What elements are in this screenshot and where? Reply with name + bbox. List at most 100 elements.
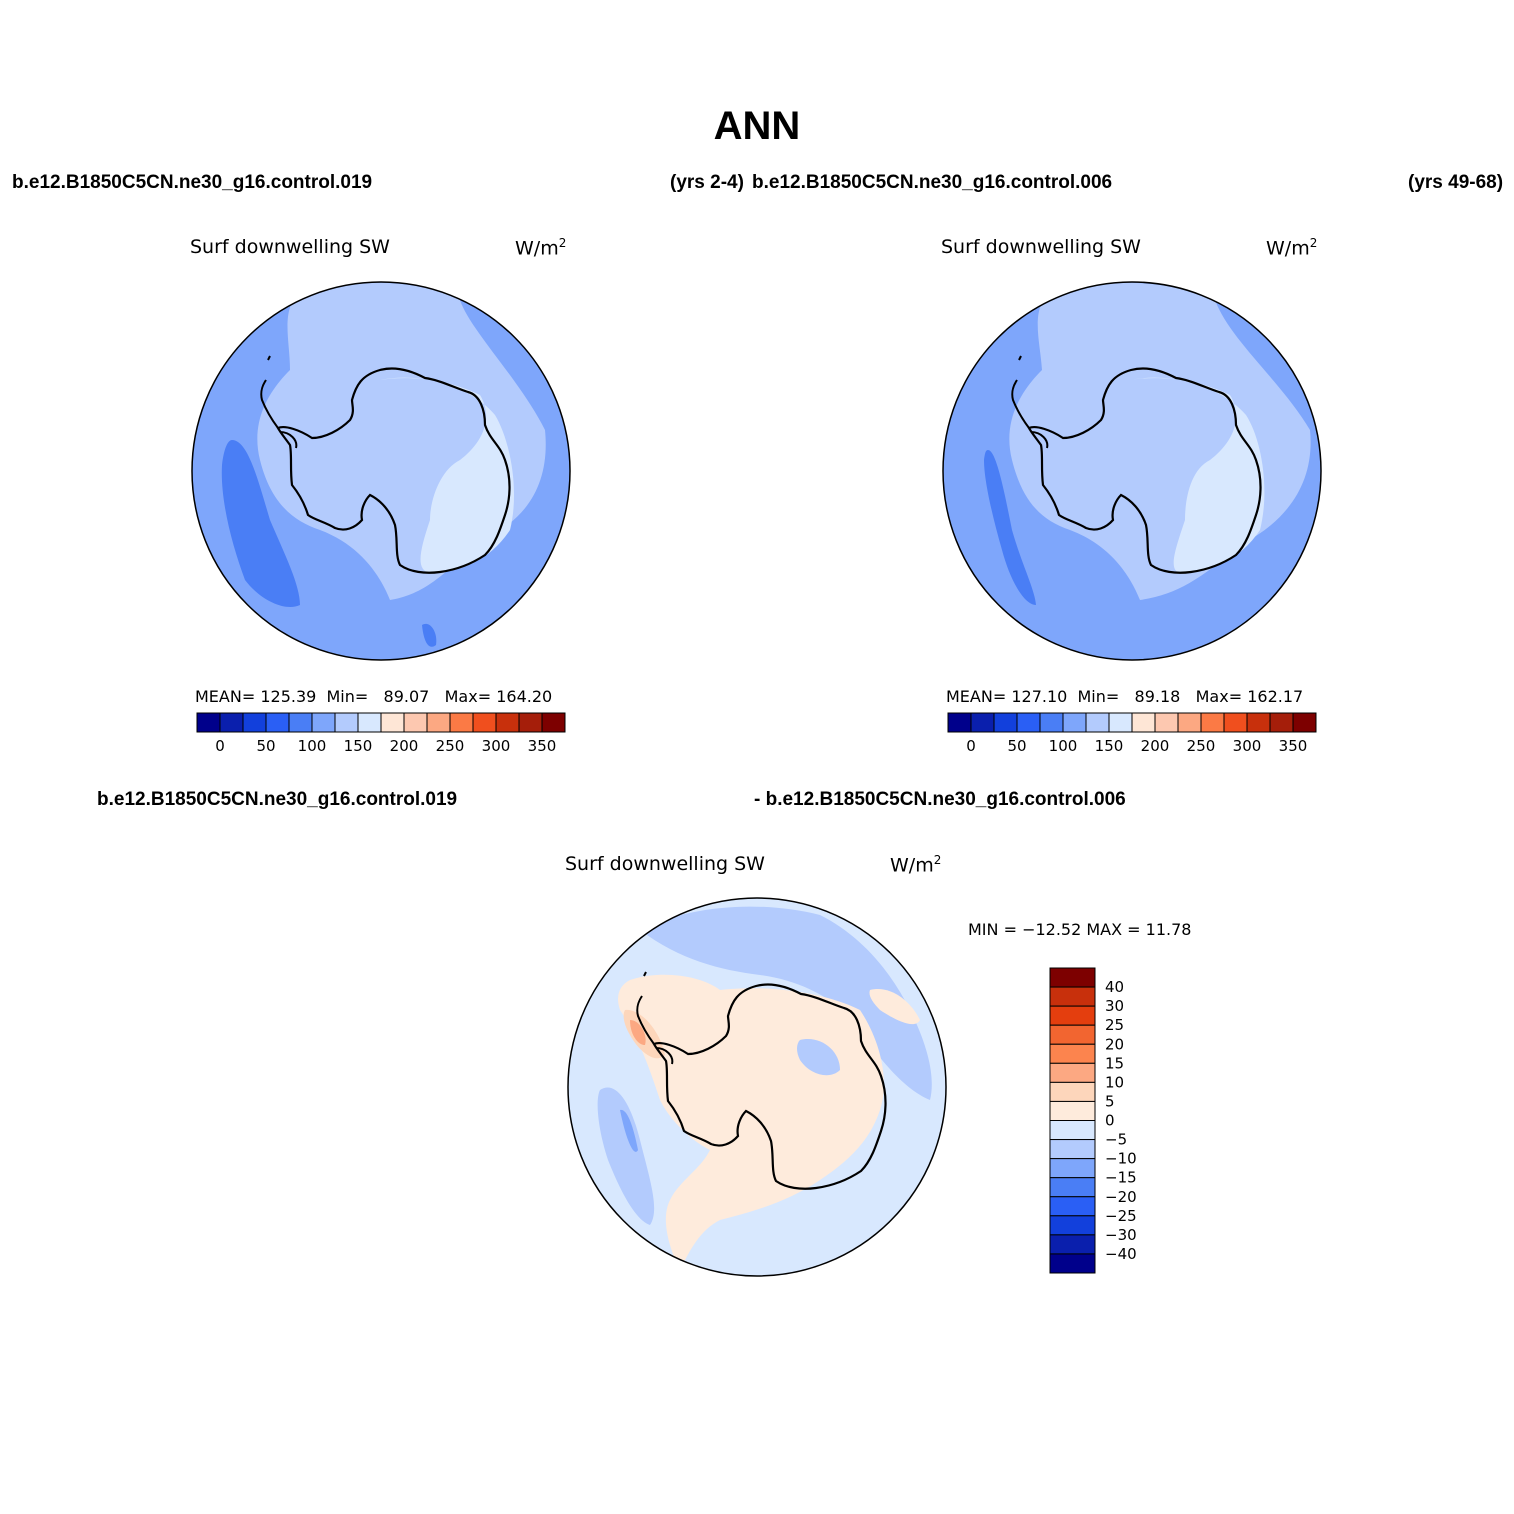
tr-map-border [942,281,1322,661]
tl-colorbar-box [311,712,336,733]
tl-plateau [380,377,515,573]
tl-colorbar-box [380,712,405,733]
diff-map [568,898,946,1276]
tr-colorbar-label: 0 [966,737,976,755]
diff-colorbar-label: 25 [1105,1016,1124,1034]
tr-peninsula [1011,355,1049,449]
tl-map-border [191,281,571,661]
diff-units: W/m2 [890,853,942,877]
tr-colorbar-box [1108,712,1133,733]
diff-colorbar-label: 10 [1105,1073,1124,1091]
tr-colorbar-label: 300 [1233,737,1262,755]
tl-colorbar-box [449,712,474,733]
tr-ocean-low-patch [984,450,1036,605]
diff-colorbar-box [1049,1081,1096,1102]
tl-map [192,282,570,660]
tl-colorbar-box [242,712,267,733]
tr-colorbar-box [1269,712,1294,733]
diff-colorbar-box [1049,1062,1096,1083]
tr-colorbar-box [970,712,995,733]
diff-colorbar-box [1049,1120,1096,1141]
diff-colorbar-box [1049,1215,1096,1236]
tl-colorbar-box [288,712,313,733]
tl-colorbar-box [403,712,428,733]
diff-colorbar-label: −30 [1105,1226,1137,1244]
diff-neg-band-west [597,1087,655,1225]
diff-colorbar-box [1049,1100,1096,1121]
tl-colorbar-box [472,712,497,733]
tr-map [943,282,1321,660]
diff-colorbar-box [1049,1196,1096,1217]
tl-colorbar-box [219,712,244,733]
tl-colorbar: 0 50 100 150 200 250 300 350 [196,712,566,755]
diff-pos3-spot [630,1020,646,1045]
tl-colorbar-box [541,712,566,733]
tr-colorbar-box [993,712,1018,733]
tl-peninsula [260,355,298,449]
tl-colorbar-label: 300 [482,737,511,755]
tl-colorbar-box [495,712,520,733]
tl-units: W/m2 [515,236,567,260]
tr-colorbar-box [1177,712,1202,733]
case1-label: b.e12.B1850C5CN.ne30_g16.control.019 [12,172,373,193]
tr-colorbar-box [1062,712,1087,733]
diff-neg-band-north [640,906,932,1100]
tl-colorbar-box [357,712,382,733]
tl-field-name: Surf downwelling SW [190,236,390,258]
tl-colorbar-label: 250 [436,737,465,755]
diff-colorbar-box [1049,1005,1096,1026]
tr-colorbar-label: 150 [1095,737,1124,755]
diff-colorbar-box [1049,1158,1096,1179]
diff-colorbar-label: −15 [1105,1169,1137,1187]
tr-colorbar: 0 50 100 150 200 250 300 350 [947,712,1317,755]
tr-colorbar-label: 100 [1049,737,1078,755]
diff-case2-label: - b.e12.B1850C5CN.ne30_g16.control.006 [754,789,1126,810]
diff-colorbar-box [1049,1043,1096,1064]
tr-colorbar-box [1154,712,1179,733]
tr-colorbar-box [1223,712,1248,733]
diff-pos-east-patch [869,989,920,1025]
diff-colorbar-label: 20 [1105,1035,1124,1053]
diff-colorbar-box [1049,986,1096,1007]
diff-colorbar-label: −5 [1105,1131,1127,1149]
diff-colorbar-label: −40 [1105,1245,1137,1263]
tl-colorbar-box [518,712,543,733]
tl-ocean-low-patch2 [422,623,437,647]
diff-colorbar-box [1049,1253,1096,1274]
diff-colorbar-label: 40 [1105,978,1124,996]
diff-map-border [567,897,947,1277]
diff-colorbar-box [1049,1234,1096,1255]
tr-colorbar-box [1016,712,1041,733]
diff-neg2-spot [620,1109,638,1152]
tr-colorbar-box [1246,712,1271,733]
tl-colorbar-box [334,712,359,733]
tl-colorbar-box [426,712,451,733]
tr-units: W/m2 [1266,236,1318,260]
tr-field-name: Surf downwelling SW [941,236,1141,258]
tl-colorbar-label: 50 [256,737,275,755]
tl-colorbar-box [196,712,221,733]
tl-colorbar-label: 150 [344,737,373,755]
diff-field-name: Surf downwelling SW [565,853,765,875]
diff-colorbar-label: 5 [1105,1092,1115,1110]
tl-ocean-low-patch [221,440,300,608]
tr-colorbar-label: 350 [1279,737,1308,755]
diff-neg-inner [797,1039,840,1076]
tr-colorbar-box [1085,712,1110,733]
tr-colorbar-box [1292,712,1317,733]
main-title: ANN [713,104,801,148]
diff-colorbar-box [1049,1177,1096,1198]
tl-colorbar-box [265,712,290,733]
diff-colorbar-label: −25 [1105,1207,1137,1225]
tr-colorbar-box [1039,712,1064,733]
diff-colorbar-box [1049,1139,1096,1160]
tr-colorbar-label: 250 [1187,737,1216,755]
tr-plateau-spot [1071,401,1081,416]
diff-colorbar-label: −20 [1105,1188,1137,1206]
tr-stats: MEAN= 127.10 Min= 89.18 Max= 162.17 [946,687,1304,706]
tl-colorbar-label: 0 [215,737,225,755]
tl-stats: MEAN= 125.39 Min= 89.07 Max= 164.20 [195,687,553,706]
diff-colorbar-label: 0 [1105,1112,1115,1130]
